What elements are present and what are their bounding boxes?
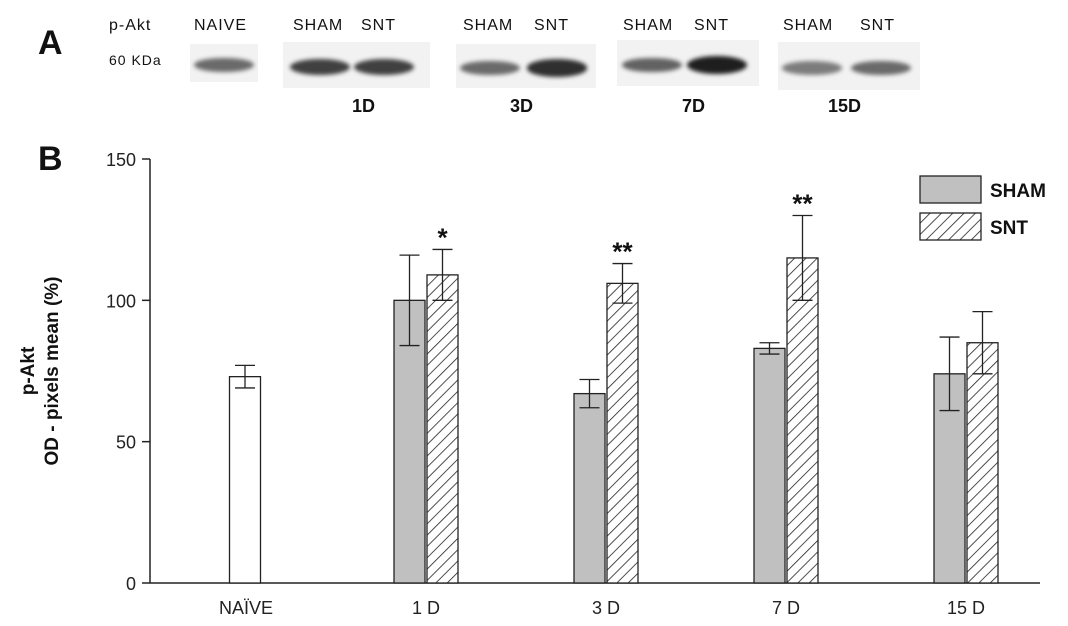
y-tick-label: 50	[116, 433, 136, 453]
lane-label-naive: NAIVE	[194, 17, 248, 34]
x-tick-label: 7 D	[772, 598, 800, 618]
blot-15d	[778, 42, 920, 90]
panel-a-letter: A	[38, 24, 63, 62]
protein-label: p-Akt	[109, 17, 152, 34]
marker-label: 60 KDa	[109, 52, 162, 68]
lane-label-snt: SNT	[860, 17, 895, 34]
blot-7d	[617, 40, 759, 86]
band	[687, 56, 747, 74]
lane-label-sham: SHAM	[623, 17, 674, 34]
band	[460, 60, 520, 76]
bar-sham	[393, 299, 426, 584]
bar-snt	[966, 342, 999, 584]
legend-label-sham: SHAM	[990, 181, 1046, 202]
band	[782, 61, 842, 75]
y-axis-title: p-Akt	[18, 346, 39, 395]
blot-day-label: 1D	[352, 96, 376, 116]
panel-b-letter: B	[38, 140, 63, 178]
y-tick-label: 0	[126, 574, 136, 594]
y-tick-label: 150	[106, 150, 136, 170]
bar-snt	[426, 274, 459, 584]
lane-label-snt: SNT	[694, 17, 729, 34]
blot-day-label: 7D	[682, 96, 706, 116]
lane-label-sham: SHAM	[293, 17, 344, 34]
band	[354, 58, 414, 76]
y-axis-title: OD - pixels mean (%)	[42, 277, 63, 466]
band	[622, 57, 682, 73]
bar-snt	[606, 282, 639, 584]
band	[290, 58, 350, 76]
blot-1d	[283, 42, 430, 88]
y-tick-label: 100	[106, 291, 136, 311]
x-tick-label: 1 D	[412, 598, 440, 618]
legend-swatch-sham	[919, 175, 982, 204]
legend-label-snt: SNT	[990, 218, 1028, 239]
lane-label-sham: SHAM	[463, 17, 514, 34]
bar-snt	[786, 257, 819, 584]
legend-swatch-snt	[919, 212, 982, 241]
band	[527, 59, 587, 77]
blot-3d	[456, 44, 596, 88]
x-tick-label: 15 D	[947, 598, 985, 618]
bar-sham	[753, 347, 786, 584]
band	[851, 60, 911, 76]
legend: SHAM SNT	[919, 175, 1046, 241]
axes: 0 50 100 150 p-Akt OD - pixels mean (%) NAÏVE 1…	[18, 150, 1040, 618]
lane-label-snt: SNT	[361, 17, 396, 34]
significance-marker: *	[437, 222, 448, 252]
significance-marker: **	[612, 237, 633, 267]
bar-sham	[573, 392, 606, 584]
band	[194, 57, 254, 73]
lane-label-sham: SHAM	[783, 17, 834, 34]
x-tick-label: 3 D	[592, 598, 620, 618]
bars: * ****	[228, 189, 999, 584]
blot-day-label: 3D	[510, 96, 534, 116]
blot-day-label: 15D	[828, 96, 862, 116]
bar-naive	[228, 376, 262, 584]
x-tick-label: NAÏVE	[219, 598, 273, 618]
lane-label-snt: SNT	[534, 17, 569, 34]
significance-marker: **	[792, 189, 813, 219]
blot-naive	[190, 44, 258, 82]
